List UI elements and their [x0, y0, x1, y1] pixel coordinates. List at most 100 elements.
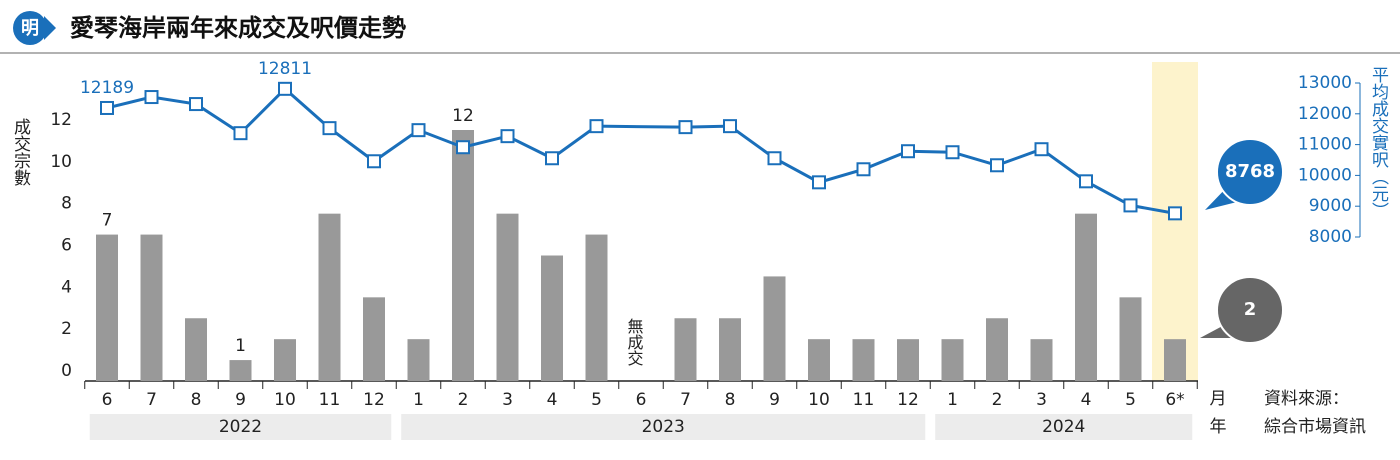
y-tick-label: 0	[61, 361, 72, 381]
x-tick-label: 11	[319, 390, 341, 410]
line-marker	[945, 145, 960, 160]
y-tick-label: 4	[61, 277, 72, 297]
line-marker	[1168, 206, 1182, 221]
line-marker	[589, 119, 604, 134]
line-marker	[456, 140, 470, 155]
x-tick-label: 9	[769, 390, 780, 410]
line-marker	[723, 119, 737, 134]
bar	[229, 360, 252, 381]
x-tick-label: 7	[146, 390, 157, 410]
x-tick-label: 9	[235, 390, 246, 410]
bar	[407, 339, 430, 381]
year-band	[401, 414, 926, 440]
x-tick-label: 5	[1125, 390, 1136, 410]
x-tick-label: 4	[547, 390, 558, 410]
year-label: 2024	[1042, 417, 1085, 437]
callout-label: 2	[1244, 299, 1257, 320]
line-label: 12189	[80, 78, 134, 98]
line-marker	[767, 151, 782, 166]
x-tick-label: 5	[591, 390, 602, 410]
bar	[140, 234, 163, 381]
x-tick-label: 6*	[1165, 390, 1184, 410]
x-tick-label: 11	[853, 390, 875, 410]
bar	[808, 339, 830, 381]
line-marker	[233, 126, 248, 141]
bar	[1075, 213, 1097, 381]
year-axis-label: 年	[1210, 417, 1227, 437]
bar	[318, 213, 341, 381]
x-tick-label: 1	[947, 390, 958, 410]
bar	[763, 276, 786, 381]
logo: 明	[21, 18, 39, 39]
year-label: 2022	[219, 417, 262, 437]
line-marker	[1079, 174, 1093, 189]
line-bridge	[596, 124, 686, 129]
x-tick-label: 6	[102, 390, 113, 410]
annotation: 無成交	[625, 318, 644, 366]
x-tick-label: 10	[274, 390, 296, 410]
line	[685, 124, 1176, 215]
line-marker	[545, 151, 559, 166]
year-label: 2023	[642, 417, 685, 437]
y-axis-label: 成交宗數	[10, 118, 31, 186]
line-marker	[322, 121, 337, 136]
callout	[1216, 138, 1284, 206]
bar	[1119, 297, 1142, 381]
callout-label: 8768	[1225, 161, 1275, 182]
bar-label: 7	[102, 211, 113, 231]
bar-label: 1	[235, 336, 246, 356]
y2-tick-label: 10000	[1298, 165, 1352, 185]
line-marker	[990, 158, 1004, 173]
logo-badge	[13, 11, 47, 45]
line-marker	[100, 100, 114, 115]
y-tick-label: 6	[61, 236, 72, 256]
callout	[1216, 276, 1284, 344]
bar	[185, 318, 207, 381]
x-tick-label: 2	[458, 390, 469, 410]
bar	[1164, 339, 1186, 381]
bar	[585, 234, 608, 381]
x-axis-label: 月	[1210, 389, 1227, 409]
bar	[96, 234, 118, 381]
line-marker	[367, 154, 381, 169]
x-tick-label: 6	[636, 390, 647, 410]
line-marker	[812, 175, 826, 190]
y-tick-label: 2	[61, 319, 72, 339]
logo-arrow	[44, 16, 56, 40]
bar	[541, 255, 563, 381]
year-band	[89, 414, 392, 440]
line-marker	[189, 97, 203, 112]
y2-axis-label: 平均成交實呎（元）	[1368, 66, 1389, 219]
line-marker	[1123, 198, 1138, 213]
x-tick-label: 12	[897, 390, 919, 410]
y-tick-label: 10	[50, 152, 72, 172]
bar	[719, 318, 741, 381]
x-tick-label: 4	[1081, 390, 1092, 410]
line-marker	[278, 81, 292, 96]
bar	[674, 318, 697, 381]
bar	[897, 339, 919, 381]
bar	[452, 130, 474, 381]
bar	[363, 297, 385, 381]
source-line: 綜合市場資訊	[1264, 417, 1366, 437]
bar	[1030, 339, 1053, 381]
line-label: 12811	[258, 59, 312, 79]
x-tick-label: 7	[680, 390, 691, 410]
bar	[274, 339, 296, 381]
chart-title: 愛琴海岸兩年來成交及呎價走勢	[70, 14, 406, 42]
x-tick-label: 3	[502, 390, 513, 410]
y-tick-label: 8	[61, 194, 72, 214]
bar	[852, 339, 875, 381]
x-tick-label: 1	[413, 390, 424, 410]
line-marker	[144, 90, 159, 105]
line-marker	[901, 144, 915, 159]
y2-tick-label: 12000	[1298, 104, 1352, 124]
bar	[496, 213, 519, 381]
y2-tick-label: 13000	[1298, 73, 1352, 93]
line-marker	[678, 120, 693, 135]
y2-tick-label: 8000	[1309, 227, 1352, 247]
highlight-band	[1152, 62, 1198, 381]
x-tick-label: 3	[1036, 390, 1047, 410]
